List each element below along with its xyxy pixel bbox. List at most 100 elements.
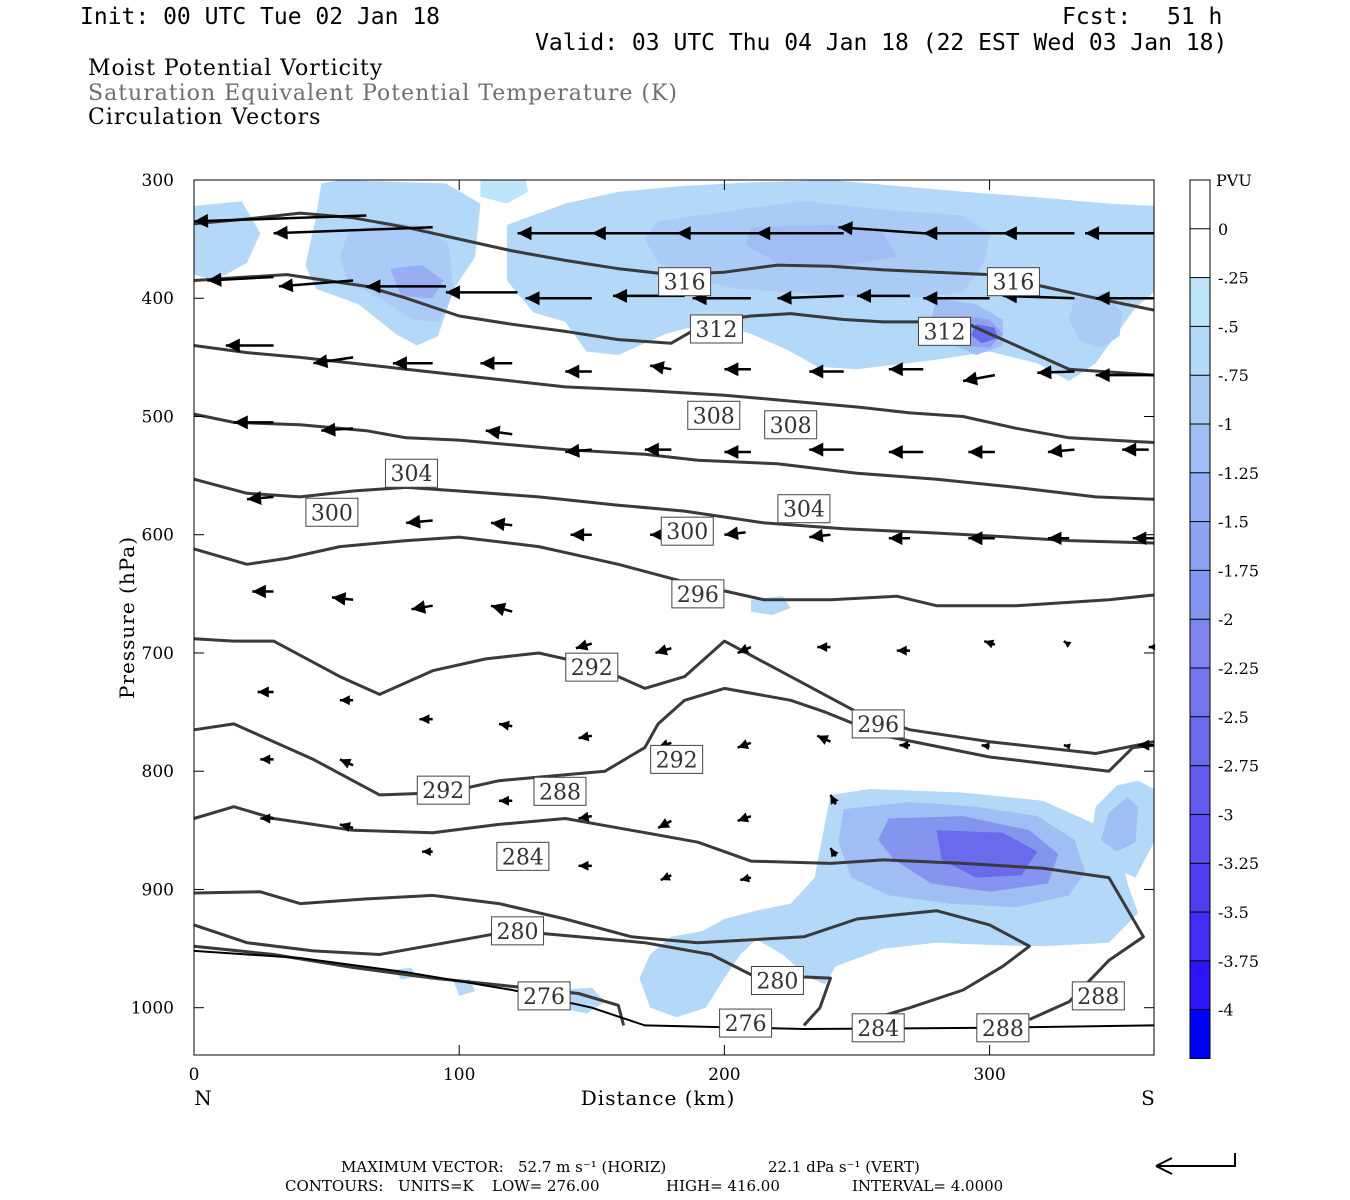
colorbar-level-label: -1.5 bbox=[1218, 513, 1249, 532]
contour-label-box bbox=[671, 579, 725, 609]
circulation-vector-55 bbox=[1047, 531, 1070, 546]
theta-contour-292 bbox=[193, 686, 1155, 797]
contour-label-296-1: 296 bbox=[851, 709, 905, 739]
contour-label-276-0: 276 bbox=[517, 981, 571, 1011]
contour-label-text: 276 bbox=[523, 985, 565, 1010]
circulation-vector-37 bbox=[565, 443, 592, 458]
contour-label-text: 316 bbox=[664, 271, 706, 296]
x-end-label-north: N bbox=[194, 1086, 212, 1110]
contour-label-text: 288 bbox=[982, 1017, 1024, 1042]
circulation-vector-18 bbox=[856, 288, 911, 303]
circulation-vector-65 bbox=[896, 645, 911, 656]
y-tick-label: 300 bbox=[142, 171, 174, 191]
contour-label-292-2: 292 bbox=[565, 652, 619, 682]
circulation-vector-80 bbox=[1138, 739, 1154, 751]
contour-label-text: 304 bbox=[783, 498, 825, 523]
circulation-vector-70 bbox=[339, 695, 354, 706]
colorbar-swatch bbox=[1190, 619, 1210, 669]
contour-label-text: 288 bbox=[1077, 985, 1119, 1010]
circulation-vector-41 bbox=[888, 444, 924, 459]
circulation-vector-94 bbox=[660, 872, 672, 882]
x-axis-label: Distance (km) bbox=[581, 1086, 736, 1110]
colorbar-swatch bbox=[1190, 765, 1210, 815]
colorbar-swatch bbox=[1190, 668, 1210, 718]
circulation-vector-25 bbox=[480, 356, 513, 371]
contour-label-box bbox=[565, 652, 619, 682]
colorbar-swatch bbox=[1190, 180, 1210, 230]
circulation-vector-43 bbox=[1047, 443, 1075, 458]
circulation-vector-75 bbox=[737, 739, 752, 749]
circulation-vector-12 bbox=[366, 279, 446, 294]
contour-label-text: 280 bbox=[497, 920, 539, 945]
contour-label-288-1: 288 bbox=[976, 1013, 1030, 1043]
contour-label-box bbox=[851, 709, 905, 739]
contour-label-292-1: 292 bbox=[650, 744, 704, 774]
contours-label: CONTOURS: bbox=[285, 1177, 384, 1195]
circulation-vector-35 bbox=[321, 422, 354, 437]
circulation-vector-51 bbox=[724, 526, 746, 540]
circulation-vector-8 bbox=[1002, 226, 1075, 241]
contour-label-box bbox=[517, 981, 571, 1011]
circulation-vector-73 bbox=[578, 731, 593, 742]
contour-label-280-1: 280 bbox=[750, 966, 804, 996]
circulation-vector-19 bbox=[923, 291, 990, 306]
contour-label-box bbox=[917, 316, 971, 346]
contour-label-box bbox=[660, 516, 714, 546]
pv-region-15 bbox=[1101, 797, 1139, 852]
colorbar-swatch bbox=[1190, 912, 1210, 962]
circulation-vector-84 bbox=[498, 795, 513, 806]
contour-label-300-1: 300 bbox=[660, 516, 714, 546]
circulation-vector-48 bbox=[490, 517, 513, 532]
y-tick-label: 700 bbox=[142, 644, 174, 664]
colorbar-swatch bbox=[1190, 277, 1210, 327]
circulation-vector-64 bbox=[817, 642, 831, 653]
colorbar-level-label: -.5 bbox=[1218, 317, 1239, 336]
circulation-vector-62 bbox=[655, 644, 672, 656]
theta-contour-312 bbox=[193, 344, 1155, 444]
contour-label-text: 292 bbox=[422, 779, 464, 804]
contour-label-text: 296 bbox=[857, 713, 899, 738]
circulation-vector-5 bbox=[756, 226, 844, 241]
max-vector-horiz: 52.7 m s⁻¹ (HORIZ) bbox=[518, 1158, 667, 1176]
circulation-vector-33 bbox=[1095, 368, 1154, 383]
circulation-vector-77 bbox=[899, 740, 911, 750]
contours-low: LOW= 276.00 bbox=[492, 1177, 600, 1195]
contour-label-text: 312 bbox=[695, 318, 737, 343]
contour-label-text: 280 bbox=[756, 970, 798, 995]
circulation-vector-44 bbox=[1122, 442, 1149, 457]
forecast-label: Fcst: bbox=[1062, 4, 1132, 30]
circulation-vector-38 bbox=[644, 442, 672, 457]
contour-label-288-0: 288 bbox=[533, 776, 587, 806]
contour-label-284-0: 284 bbox=[496, 841, 550, 871]
colorbar-swatch bbox=[1190, 716, 1210, 767]
axis-layer: 300 400 500 600 700 800 900 1000 0 100 200 300 N S Dis… bbox=[115, 171, 1155, 1110]
contour-label-288-2: 288 bbox=[1071, 981, 1125, 1011]
circulation-vector-56 bbox=[1132, 531, 1154, 546]
colorbar-level-label: -2 bbox=[1218, 610, 1234, 629]
contour-label-text: 316 bbox=[992, 271, 1034, 296]
contour-label-text: 284 bbox=[502, 845, 544, 870]
pv-region-3 bbox=[390, 265, 444, 299]
contour-label-box bbox=[687, 400, 741, 430]
circulation-vector-96 bbox=[829, 847, 839, 858]
colorbar-swatch bbox=[1190, 814, 1210, 864]
circulation-vector-57 bbox=[252, 584, 274, 599]
circulation-vector-81 bbox=[260, 754, 274, 765]
contour-label-text: 292 bbox=[656, 748, 698, 773]
contour-label-text: 300 bbox=[666, 520, 708, 545]
contour-label-box bbox=[384, 458, 438, 488]
circulation-vector-10 bbox=[207, 272, 274, 287]
contours-interval: INTERVAL= 4.0000 bbox=[852, 1177, 1004, 1195]
circulation-vector-34 bbox=[233, 415, 274, 430]
contour-label-box bbox=[416, 775, 470, 805]
circulation-vector-26 bbox=[565, 364, 592, 379]
colorbar-level-label: -1.75 bbox=[1218, 561, 1259, 580]
colorbar-level-label: -2.75 bbox=[1218, 757, 1259, 776]
colorbar-level-label: -3.5 bbox=[1218, 903, 1249, 922]
contour-label-layer: 276 276 280 280 284 284 288 288 288 292 292 292 296 2… bbox=[305, 267, 1125, 1043]
contour-label-box bbox=[986, 267, 1040, 297]
contour-label-296-0: 296 bbox=[671, 579, 725, 609]
x-tick-label: 300 bbox=[973, 1065, 1005, 1085]
contour-label-312-1: 312 bbox=[917, 316, 971, 346]
theta-contour-280 bbox=[193, 923, 832, 1027]
